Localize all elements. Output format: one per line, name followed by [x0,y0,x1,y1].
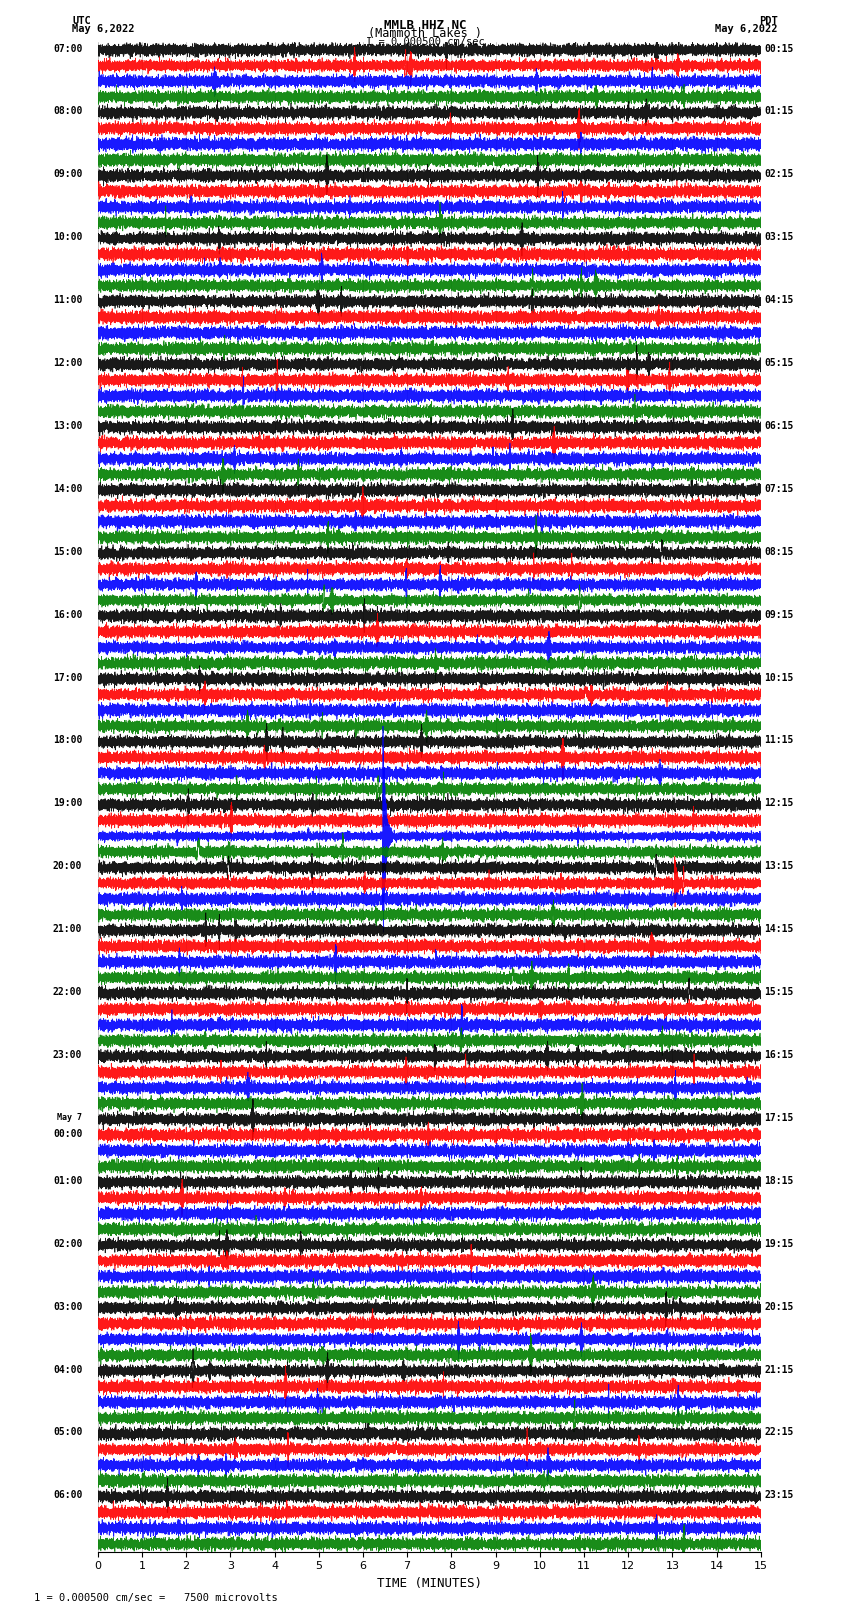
Text: 20:00: 20:00 [53,861,82,871]
Text: 15:00: 15:00 [53,547,82,556]
Text: 1 = 0.000500 cm/sec =   7500 microvolts: 1 = 0.000500 cm/sec = 7500 microvolts [34,1594,278,1603]
Text: 19:15: 19:15 [764,1239,794,1248]
Text: 08:15: 08:15 [764,547,794,556]
Text: 12:00: 12:00 [53,358,82,368]
Text: 09:00: 09:00 [53,169,82,179]
Text: 03:00: 03:00 [53,1302,82,1311]
Text: 05:15: 05:15 [764,358,794,368]
Text: 18:00: 18:00 [53,736,82,745]
Text: 21:00: 21:00 [53,924,82,934]
Text: 21:15: 21:15 [764,1365,794,1374]
Text: 07:00: 07:00 [53,44,82,53]
Text: MMLB HHZ NC: MMLB HHZ NC [383,19,467,32]
Text: 16:15: 16:15 [764,1050,794,1060]
Text: 11:15: 11:15 [764,736,794,745]
Text: (Mammoth Lakes ): (Mammoth Lakes ) [368,27,482,40]
Text: 01:00: 01:00 [53,1176,82,1186]
Text: 10:15: 10:15 [764,673,794,682]
Text: 00:00: 00:00 [53,1129,82,1139]
Text: 23:00: 23:00 [53,1050,82,1060]
Text: 05:00: 05:00 [53,1428,82,1437]
Text: 10:00: 10:00 [53,232,82,242]
Text: 14:15: 14:15 [764,924,794,934]
Text: 17:00: 17:00 [53,673,82,682]
Text: 07:15: 07:15 [764,484,794,494]
Text: 09:15: 09:15 [764,610,794,619]
Text: I = 0.000500 cm/sec: I = 0.000500 cm/sec [366,37,484,47]
Text: 06:15: 06:15 [764,421,794,431]
Text: PDT: PDT [759,16,778,26]
Text: 08:00: 08:00 [53,106,82,116]
Text: 03:15: 03:15 [764,232,794,242]
Text: 06:00: 06:00 [53,1490,82,1500]
Text: UTC: UTC [72,16,91,26]
Text: 13:15: 13:15 [764,861,794,871]
Text: 04:00: 04:00 [53,1365,82,1374]
Text: 00:15: 00:15 [764,44,794,53]
Text: May 7: May 7 [57,1113,82,1123]
Text: 22:15: 22:15 [764,1428,794,1437]
Text: 16:00: 16:00 [53,610,82,619]
Text: 13:00: 13:00 [53,421,82,431]
X-axis label: TIME (MINUTES): TIME (MINUTES) [377,1578,482,1590]
Text: 20:15: 20:15 [764,1302,794,1311]
Text: May 6,2022: May 6,2022 [715,24,778,34]
Text: 23:15: 23:15 [764,1490,794,1500]
Text: 01:15: 01:15 [764,106,794,116]
Text: 19:00: 19:00 [53,798,82,808]
Text: 17:15: 17:15 [764,1113,794,1123]
Text: 02:00: 02:00 [53,1239,82,1248]
Text: 22:00: 22:00 [53,987,82,997]
Text: 15:15: 15:15 [764,987,794,997]
Text: 11:00: 11:00 [53,295,82,305]
Text: 04:15: 04:15 [764,295,794,305]
Text: 18:15: 18:15 [764,1176,794,1186]
Text: 12:15: 12:15 [764,798,794,808]
Text: May 6,2022: May 6,2022 [72,24,135,34]
Text: 02:15: 02:15 [764,169,794,179]
Text: 14:00: 14:00 [53,484,82,494]
